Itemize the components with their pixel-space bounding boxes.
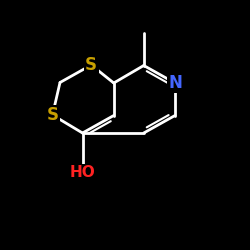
Text: S: S <box>85 56 97 74</box>
Text: N: N <box>168 74 182 92</box>
Text: HO: HO <box>70 165 96 180</box>
Text: S: S <box>46 106 58 124</box>
